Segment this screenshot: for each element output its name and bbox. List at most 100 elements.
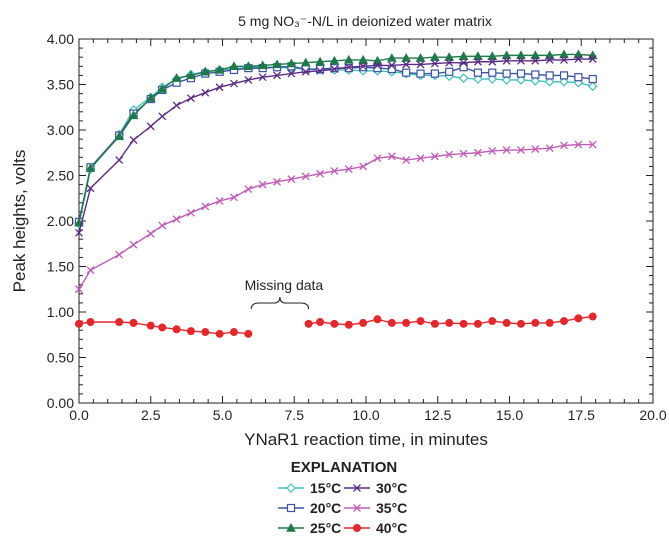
legend-label: 25°C	[310, 520, 341, 536]
series-line-35c	[78, 143, 593, 290]
missing-data-label: Missing data	[245, 277, 324, 293]
data-point-25c	[372, 55, 383, 65]
data-point-35c	[86, 266, 95, 275]
data-point-30c	[244, 75, 253, 84]
data-point-20c	[459, 63, 468, 72]
data-point-35c	[201, 202, 210, 211]
data-point-25c	[501, 50, 512, 60]
data-point-25c	[401, 53, 412, 62]
data-point-30c	[545, 55, 554, 64]
data-point-25c	[171, 73, 182, 82]
legend-swatch-marker	[286, 522, 296, 532]
y-tick-label: 1.00	[47, 304, 74, 320]
data-point-20c	[473, 68, 483, 77]
data-point-40c	[215, 329, 224, 338]
data-point-40c	[488, 317, 497, 326]
data-point-35c	[359, 162, 368, 171]
data-point-30c	[344, 63, 353, 72]
missing-data-annotation: Missing data	[245, 277, 324, 310]
data-point-40c	[473, 319, 482, 328]
data-point-40c	[115, 318, 124, 327]
data-point-35c	[387, 152, 396, 161]
data-point-40c	[172, 325, 181, 334]
data-point-35c	[545, 144, 554, 153]
legend-swatch-marker	[286, 483, 296, 493]
data-point-35c	[115, 250, 124, 259]
data-point-40c	[402, 318, 411, 327]
chart-title: 5 mg NO₃⁻-N/L in deionized water matrix	[238, 13, 492, 29]
data-point-20c	[545, 71, 554, 80]
data-point-25c	[430, 52, 440, 61]
data-point-30c	[115, 156, 124, 164]
data-point-25c	[343, 54, 354, 64]
data-point-30c	[387, 61, 396, 70]
data-point-20c	[445, 67, 454, 76]
series-30c	[75, 55, 597, 237]
data-point-35c	[531, 145, 540, 154]
data-point-35c	[258, 180, 267, 189]
legend-label: 30°C	[376, 480, 407, 496]
data-point-15c	[544, 76, 555, 87]
data-point-25c	[415, 53, 426, 62]
legend-swatch-marker	[353, 484, 361, 492]
y-tick-label: 1.50	[47, 259, 74, 275]
data-point-20c	[574, 73, 583, 82]
data-point-25c	[128, 110, 139, 120]
data-point-30c	[488, 57, 497, 66]
data-point-35c	[488, 146, 497, 155]
data-point-30c	[172, 101, 181, 110]
data-point-40c	[588, 312, 597, 321]
data-point-25c	[186, 70, 196, 80]
data-point-30c	[301, 67, 310, 76]
data-point-25c	[157, 84, 168, 93]
data-point-30c	[402, 60, 411, 69]
data-point-30c	[373, 61, 382, 70]
data-point-15c	[487, 74, 498, 84]
x-tick-label: 5.0	[213, 407, 233, 423]
data-point-25c	[272, 59, 282, 69]
data-point-20c	[315, 64, 325, 74]
data-point-25c	[473, 51, 483, 60]
legend-swatch-marker	[286, 503, 296, 513]
legend-swatch-marker	[353, 504, 361, 512]
legend-swatch-marker	[353, 524, 361, 532]
data-point-20c	[402, 68, 411, 77]
data-point-40c	[574, 314, 583, 323]
data-point-30c	[215, 83, 224, 92]
data-point-40c	[86, 318, 95, 327]
data-point-40c	[316, 318, 325, 327]
data-point-35c	[146, 229, 155, 238]
legend-item-30c: 30°C	[344, 480, 407, 496]
x-tick-label: 0.0	[69, 407, 89, 423]
data-point-20c	[387, 64, 396, 74]
x-tick-label: 12.5	[424, 407, 451, 423]
data-point-25c	[530, 50, 541, 60]
legend: EXPLANATION 15°C 20°C 25°C 30°C 35°C 40°C	[278, 459, 407, 536]
data-point-35c	[186, 208, 195, 217]
y-tick-label: 4.00	[47, 31, 74, 47]
data-point-30c	[316, 66, 325, 75]
data-point-15c	[458, 73, 469, 83]
legend-item-35c: 35°C	[344, 500, 407, 516]
data-point-25c	[300, 57, 311, 67]
data-point-35c	[430, 152, 439, 161]
data-point-30c	[502, 56, 511, 65]
data-point-35c	[244, 185, 253, 194]
series-layer	[74, 49, 598, 338]
x-tick-label: 15.0	[496, 407, 523, 423]
data-point-30c	[473, 57, 482, 66]
data-point-30c	[574, 55, 583, 63]
legend-item-40c: 40°C	[344, 520, 407, 536]
data-point-40c	[75, 319, 83, 328]
data-point-25c	[243, 61, 254, 70]
data-point-35c	[517, 146, 525, 154]
data-point-20c	[559, 71, 569, 80]
y-tick-label: 3.50	[47, 77, 74, 93]
data-point-30c	[186, 94, 195, 103]
data-point-25c	[458, 51, 469, 60]
data-point-30c	[330, 65, 339, 73]
data-point-40c	[373, 315, 382, 324]
data-point-30c	[201, 88, 210, 97]
y-tick-label: 0.00	[47, 395, 74, 411]
data-point-30c	[258, 73, 267, 82]
